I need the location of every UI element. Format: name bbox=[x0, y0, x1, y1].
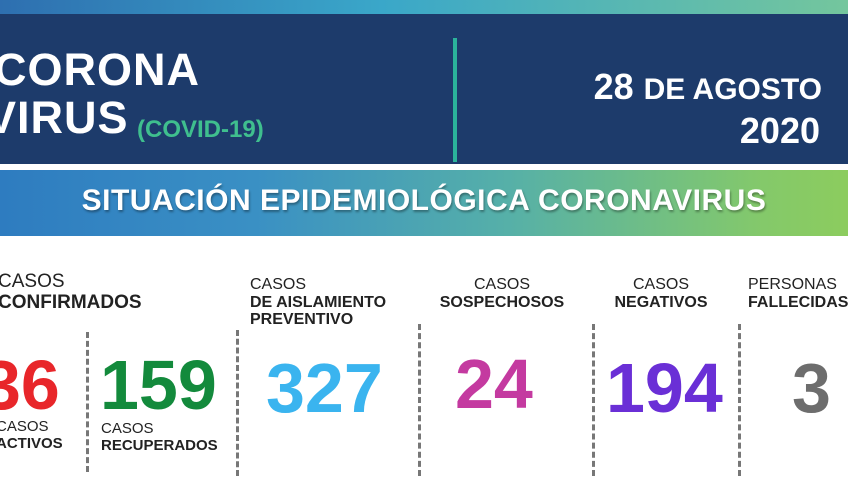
recuperados-value: 159 bbox=[100, 346, 217, 424]
recuperados-label-top: CASOS bbox=[101, 420, 154, 437]
fallecidas-label-top: PERSONAS bbox=[748, 276, 837, 293]
negativos-value: 194 bbox=[606, 349, 723, 427]
negativos-label: CASOS NEGATIVOS bbox=[606, 276, 716, 311]
title-line-1: CORONA bbox=[0, 44, 200, 95]
activos-label: CASOS ACTIVOS bbox=[0, 418, 63, 453]
fallecidas-label-bold: FALLECIDAS bbox=[748, 293, 848, 311]
top-gradient-stripe bbox=[0, 0, 848, 14]
aislamiento-label-bold-2: PREVENTIVO bbox=[250, 311, 354, 329]
aislamiento-label-bold-1: DE AISLAMIENTO bbox=[250, 293, 387, 311]
aislamiento-label: CASOS DE AISLAMIENTO PREVENTIVO bbox=[250, 276, 386, 329]
fallecidas-label: PERSONAS FALLECIDAS bbox=[748, 276, 848, 311]
separator-line bbox=[0, 164, 848, 170]
confirmados-label-bold: CONFIRMADOS bbox=[0, 291, 142, 313]
activos-value: 36 bbox=[0, 346, 60, 424]
negativos-label-top: CASOS bbox=[632, 276, 689, 293]
date-year: 2020 bbox=[739, 110, 820, 151]
header: CORONA VIRUS (COVID-19) 28 DE AGOSTO 202… bbox=[0, 14, 848, 164]
date-month: DE AGOSTO bbox=[643, 73, 822, 106]
banner-title: SITUACIÓN EPIDEMIOLÓGICA CORONAVIRUS bbox=[81, 184, 767, 217]
divider-sospechosos-negativos bbox=[592, 324, 595, 476]
section-banner: SITUACIÓN EPIDEMIOLÓGICA CORONAVIRUS bbox=[0, 170, 848, 236]
sospechosos-label: CASOS SOSPECHOSOS bbox=[432, 276, 572, 311]
divider-recuperados-aislamiento bbox=[236, 330, 239, 476]
divider-aislamiento-sospechosos bbox=[418, 324, 421, 476]
title-line-2: VIRUS bbox=[0, 92, 129, 143]
confirmados-label-top: CASOS bbox=[0, 271, 65, 292]
negativos-label-bold: NEGATIVOS bbox=[614, 293, 708, 311]
date-day: 28 bbox=[593, 66, 634, 107]
divider-negativos-fallecidas bbox=[738, 324, 741, 476]
sospechosos-label-bold: SOSPECHOSOS bbox=[439, 293, 565, 311]
recuperados-label: CASOS RECUPERADOS bbox=[101, 420, 218, 455]
activos-label-top: CASOS bbox=[0, 418, 49, 435]
recuperados-label-bold: RECUPERADOS bbox=[101, 437, 218, 455]
activos-label-bold: ACTIVOS bbox=[0, 435, 63, 453]
sospechosos-value: 24 bbox=[455, 345, 533, 423]
divider-activos-recuperados bbox=[86, 332, 89, 472]
date-day-month: 28 DE AGOSTO bbox=[594, 66, 822, 108]
aislamiento-value: 327 bbox=[266, 349, 383, 427]
confirmados-label: CASOS CONFIRMADOS bbox=[0, 271, 142, 314]
fallecidas-value: 3 bbox=[792, 349, 831, 427]
sospechosos-label-top: CASOS bbox=[473, 276, 530, 293]
header-divider bbox=[453, 38, 457, 162]
title-subtitle: (COVID-19) bbox=[137, 116, 264, 143]
aislamiento-label-top: CASOS bbox=[250, 276, 307, 293]
